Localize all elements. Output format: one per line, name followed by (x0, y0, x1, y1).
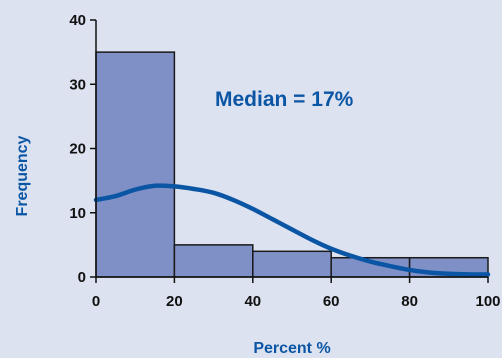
density-curve (93, 183, 491, 277)
y-axis-title: Frequency (14, 135, 31, 216)
y-tick-label: 30 (69, 76, 86, 93)
x-tick-label: 20 (166, 293, 183, 310)
y-tick-label: 0 (78, 269, 86, 286)
histogram-bar (173, 244, 254, 278)
x-tick-label: 100 (475, 293, 500, 310)
x-tick-label: 40 (244, 293, 261, 310)
x-tick-label: 80 (401, 293, 418, 310)
y-tick-label: 40 (69, 12, 86, 29)
bars-layer (95, 51, 489, 278)
x-tick-label: 60 (323, 293, 340, 310)
histogram-bar (95, 51, 176, 278)
y-tick-label: 20 (69, 141, 86, 158)
x-tick-label: 0 (92, 293, 100, 310)
histogram-bar (252, 250, 332, 278)
ticks-layer: 0 10 20 30 40 0 20 40 60 80 100 (69, 12, 500, 310)
x-axis-title: Percent % (253, 340, 330, 357)
y-tick-label: 10 (69, 205, 86, 222)
median-annotation: Median = 17% (215, 88, 354, 111)
